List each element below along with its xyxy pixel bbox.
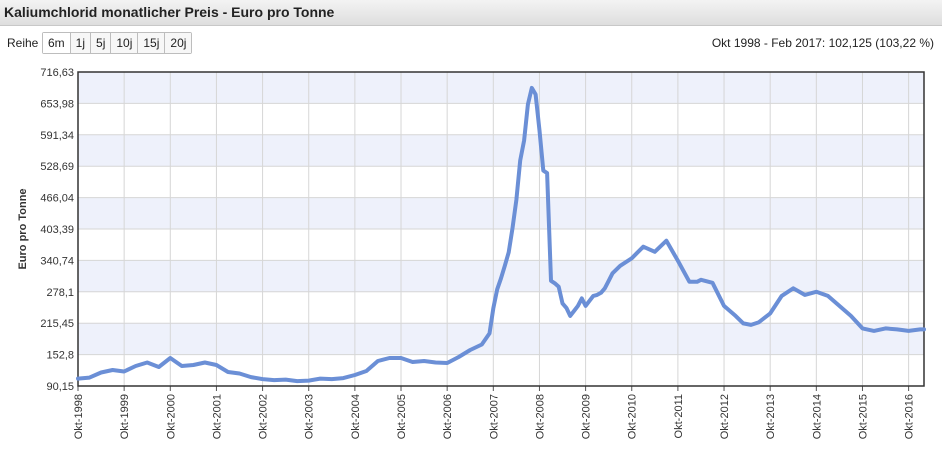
y-axis-label: Euro pro Tonne	[17, 188, 29, 269]
x-tick-label: Okt-2004	[350, 394, 362, 439]
x-tick-label: Okt-2015	[857, 394, 869, 439]
x-tick-label: Okt-1999	[119, 394, 131, 439]
x-tick-label: Okt-2012	[719, 394, 731, 439]
range-button-10j[interactable]: 10j	[111, 33, 139, 53]
y-tick-label: 278,1	[46, 287, 74, 299]
range-button-5j[interactable]: 5j	[91, 33, 112, 53]
price-line-chart: 90,15 152,8 215,45 278,1 340,74 403,39 466,04 5…	[17, 67, 926, 439]
range-button-20j[interactable]: 20j	[165, 33, 192, 53]
y-tick-label: 403,39	[40, 224, 74, 236]
y-tick-label: 90,15	[46, 381, 74, 393]
y-tick-label: 716,63	[40, 67, 74, 79]
range-button-group: 6m 1j 5j 10j 15j 20j	[42, 32, 193, 54]
toolbar: Reihe 6m 1j 5j 10j 15j 20j Okt 1998 - Fe…	[0, 32, 942, 54]
x-tick-label: Okt-2013	[765, 394, 777, 439]
plot-band	[78, 166, 924, 198]
plot-band	[78, 103, 924, 135]
plot-band	[78, 354, 924, 386]
x-tick-label: Okt-2007	[488, 394, 500, 439]
plot-band	[78, 72, 924, 104]
y-tick-label: 528,69	[40, 161, 74, 173]
x-tick-label: Okt-2011	[673, 394, 685, 438]
range-button-15j[interactable]: 15j	[138, 33, 166, 53]
y-tick-label: 152,8	[46, 350, 74, 362]
x-tick-label: Okt-2006	[442, 394, 454, 439]
plot-band	[78, 134, 924, 167]
x-tick-label: Okt-2003	[304, 394, 316, 439]
x-tick-label: Okt-2010	[627, 394, 639, 439]
range-button-1j[interactable]: 1j	[70, 33, 92, 53]
y-tick-label: 466,04	[40, 193, 74, 205]
plot-band	[78, 291, 924, 324]
price-series-line	[76, 85, 926, 384]
plot-band	[78, 229, 924, 261]
x-tick-label: Okt-2016	[904, 394, 916, 439]
plot-band	[78, 197, 924, 229]
x-tick-label: Okt-2002	[258, 394, 270, 439]
x-tick-label: Okt-2001	[211, 394, 223, 439]
y-tick-label: 340,74	[40, 255, 74, 267]
period-summary: Okt 1998 - Feb 2017: 102,125 (103,22 %)	[711, 36, 934, 50]
x-tick-label: Okt-1998	[73, 394, 85, 439]
x-tick-label: Okt-2005	[396, 394, 408, 439]
title-bar: Kaliumchlorid monatlicher Preis - Euro p…	[0, 0, 942, 26]
plot-band	[78, 323, 924, 355]
range-label: Reihe	[7, 36, 39, 50]
x-tick-label: Okt-2008	[534, 394, 546, 439]
y-tick-label: 215,45	[40, 318, 74, 330]
range-button-6m[interactable]: 6m	[43, 33, 71, 53]
chart-title: Kaliumchlorid monatlicher Preis - Euro p…	[4, 4, 335, 20]
y-tick-label: 653,98	[40, 98, 74, 110]
x-tick-label: Okt-2000	[165, 394, 177, 439]
plot-border	[77, 71, 925, 387]
x-tick-label: Okt-2014	[811, 394, 823, 439]
y-tick-label: 591,34	[40, 130, 74, 142]
x-tick-label: Okt-2009	[581, 394, 593, 439]
